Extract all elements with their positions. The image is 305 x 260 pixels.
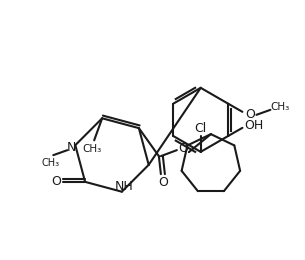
Text: N: N [66,141,76,154]
Text: NH: NH [114,180,133,193]
Text: O: O [51,176,61,188]
Text: O: O [178,142,188,155]
Text: OH: OH [244,119,263,132]
Text: CH₃: CH₃ [83,144,102,154]
Text: Cl: Cl [195,122,207,135]
Text: CH₃: CH₃ [41,158,59,168]
Text: O: O [246,108,255,121]
Text: CH₃: CH₃ [271,102,290,112]
Text: O: O [158,176,168,188]
